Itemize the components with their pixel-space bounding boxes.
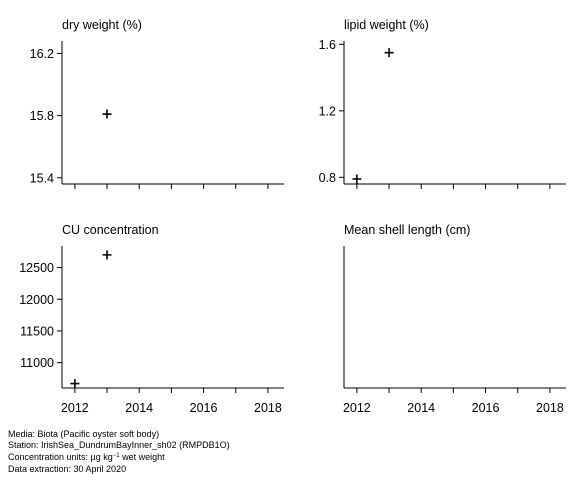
panel-4-title: Mean shell length (cm) bbox=[344, 223, 470, 237]
y-tick-label: 12500 bbox=[19, 261, 54, 275]
y-tick-label: 15.8 bbox=[30, 109, 54, 123]
y-tick-label: 15.4 bbox=[30, 171, 54, 185]
footer-units-exponent: −1 bbox=[112, 453, 120, 460]
x-tick-label: 2018 bbox=[254, 401, 282, 415]
x-tick-label: 2012 bbox=[61, 401, 89, 415]
footer-media: Media: Biota (Pacific oyster soft body) bbox=[8, 429, 160, 439]
x-tick-label: 2018 bbox=[536, 401, 564, 415]
data-point-marker bbox=[102, 109, 112, 119]
data-point-marker bbox=[384, 48, 394, 58]
y-tick-label: 12000 bbox=[19, 293, 54, 307]
y-tick-label: 1.2 bbox=[319, 104, 336, 118]
x-tick-label: 2016 bbox=[190, 401, 218, 415]
data-point-marker bbox=[70, 379, 80, 389]
footer-units-prefix: Concentration units: µg kg bbox=[8, 452, 113, 463]
footer-units: Concentration units: µg kg−1 wet weight bbox=[8, 451, 230, 463]
y-tick-label: 0.8 bbox=[319, 171, 336, 185]
y-tick-label: 11000 bbox=[20, 356, 54, 370]
data-point-marker bbox=[102, 250, 112, 260]
panel-2-title: lipid weight (%) bbox=[344, 18, 429, 32]
chart-footer: Media: Biota (Pacific oyster soft body) … bbox=[8, 429, 230, 475]
x-tick-label: 2014 bbox=[125, 401, 153, 415]
footer-station: Station: IrishSea_DundrumBayInner_sh02 (… bbox=[8, 440, 230, 451]
footer-extraction: Data extraction: 30 April 2020 bbox=[8, 463, 127, 474]
footer-units-suffix: wet weight bbox=[119, 452, 165, 463]
panel-1-title: dry weight (%) bbox=[62, 18, 142, 32]
x-tick-label: 2014 bbox=[407, 401, 435, 415]
x-tick-label: 2012 bbox=[343, 401, 371, 415]
y-tick-label: 1.6 bbox=[319, 38, 336, 52]
x-tick-label: 2016 bbox=[472, 401, 500, 415]
panel-3-title: CU concentration bbox=[62, 223, 159, 237]
data-point-marker bbox=[352, 174, 362, 184]
y-tick-label: 11500 bbox=[20, 324, 54, 338]
y-tick-label: 16.2 bbox=[30, 47, 54, 61]
